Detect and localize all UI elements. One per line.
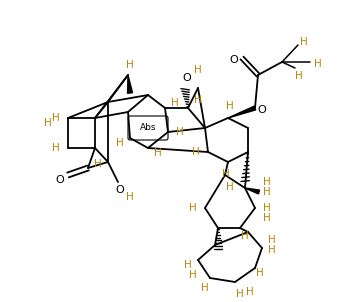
Polygon shape bbox=[245, 188, 260, 194]
Text: H: H bbox=[194, 65, 202, 75]
Text: O: O bbox=[56, 175, 64, 185]
Text: H: H bbox=[189, 270, 197, 280]
Text: H: H bbox=[226, 101, 234, 111]
Text: H: H bbox=[44, 118, 52, 128]
Text: H: H bbox=[226, 182, 234, 192]
Text: H: H bbox=[52, 143, 60, 153]
Text: H: H bbox=[295, 71, 303, 81]
Text: H: H bbox=[184, 260, 192, 270]
Text: O: O bbox=[230, 55, 239, 65]
Text: H: H bbox=[268, 245, 276, 255]
Text: H: H bbox=[52, 113, 60, 123]
Text: H: H bbox=[236, 289, 244, 299]
Text: H: H bbox=[194, 95, 202, 105]
Text: H: H bbox=[126, 60, 134, 70]
Text: H: H bbox=[189, 203, 197, 213]
Text: H: H bbox=[263, 187, 271, 197]
Text: O: O bbox=[258, 105, 266, 115]
Text: H: H bbox=[263, 177, 271, 187]
Text: H: H bbox=[201, 283, 209, 293]
Text: H: H bbox=[126, 192, 134, 202]
Text: H: H bbox=[241, 231, 249, 241]
Text: H: H bbox=[263, 203, 271, 213]
Text: H: H bbox=[314, 59, 322, 69]
Text: H: H bbox=[222, 169, 230, 179]
Text: H: H bbox=[192, 147, 200, 157]
Text: Abs: Abs bbox=[140, 124, 156, 133]
Text: H: H bbox=[263, 213, 271, 223]
Text: H: H bbox=[94, 159, 102, 169]
Text: H: H bbox=[171, 98, 179, 108]
Text: O: O bbox=[183, 73, 192, 83]
Text: H: H bbox=[176, 127, 184, 137]
Text: H: H bbox=[116, 138, 124, 148]
Text: H: H bbox=[300, 37, 308, 47]
Text: O: O bbox=[116, 185, 124, 195]
Polygon shape bbox=[127, 75, 132, 93]
Text: H: H bbox=[154, 148, 162, 158]
Text: H: H bbox=[268, 235, 276, 245]
FancyBboxPatch shape bbox=[128, 116, 168, 140]
Text: H: H bbox=[246, 287, 254, 297]
Polygon shape bbox=[228, 106, 256, 118]
Text: H: H bbox=[256, 268, 264, 278]
